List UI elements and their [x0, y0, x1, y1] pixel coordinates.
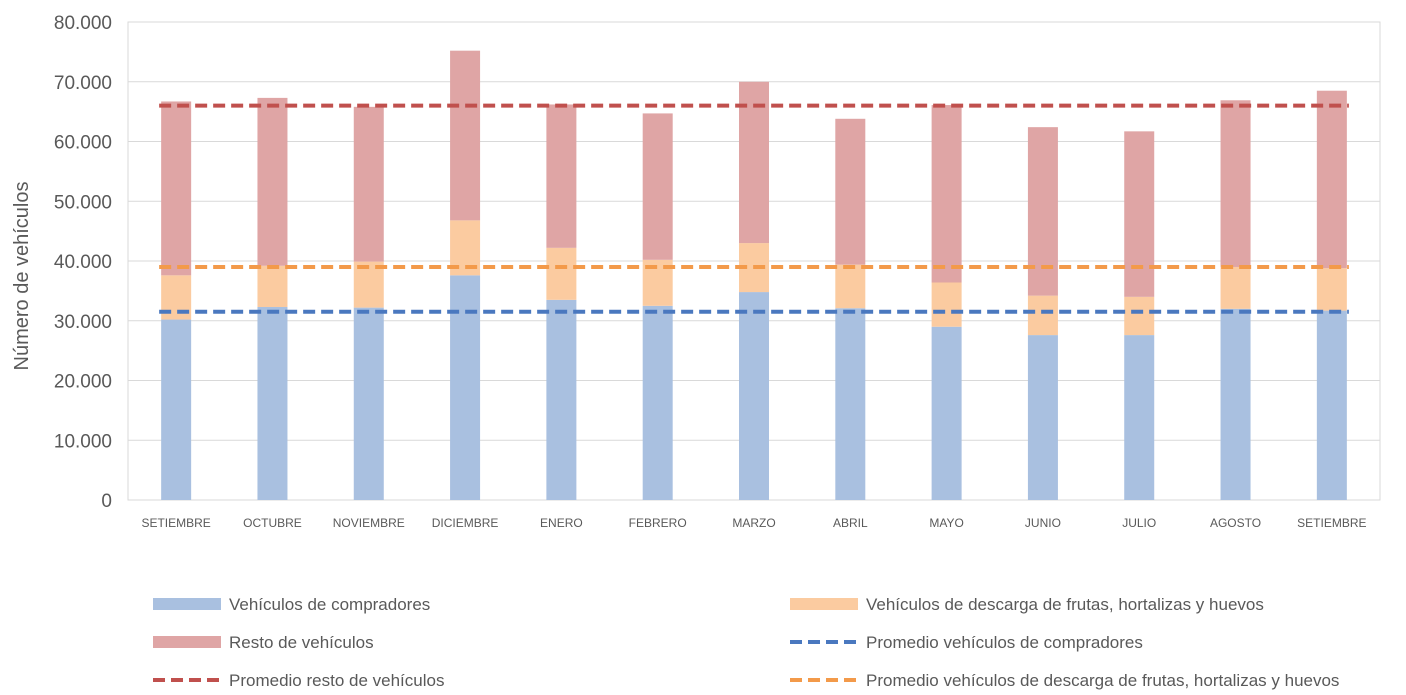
bar-segment-series-3: [546, 104, 577, 248]
x-tick-label: NOVIEMBRE: [333, 516, 405, 530]
y-axis-label: Número de vehículos: [11, 182, 33, 371]
bar-segment-series-1: [353, 307, 384, 500]
x-tick-label: MARZO: [732, 516, 775, 530]
bar-segment-series-2: [1220, 266, 1251, 309]
y-tick-label: 20.000: [54, 372, 112, 393]
bar-segment-series-3: [161, 101, 192, 276]
legend: Vehículos de compradores Vehículos de des…: [153, 595, 1339, 690]
bar-segment-series-1: [257, 307, 288, 500]
y-tick-label: 0: [101, 491, 112, 512]
bar-segment-series-1: [161, 319, 192, 500]
x-axis-ticks: SETIEMBRE OCTUBRE NOVIEMBRE DICIEMBRE ENERO F…: [141, 516, 1366, 530]
bar-segment-series-1: [546, 299, 577, 500]
bar-segment-series-1: [835, 308, 866, 500]
legend-label: Vehículos de descarga de frutas, hortali…: [866, 595, 1264, 614]
x-tick-label: MAYO: [929, 516, 963, 530]
bar-segment-series-2: [546, 247, 577, 300]
bar-segment-series-3: [450, 50, 481, 221]
y-tick-label: 70.000: [54, 73, 112, 94]
bar-segment-series-2: [931, 282, 962, 327]
y-tick-label: 10.000: [54, 431, 112, 452]
legend-label: Vehículos de compradores: [229, 595, 430, 614]
bar-segment-series-2: [353, 261, 384, 308]
bar-segment-series-1: [1124, 335, 1155, 500]
x-tick-label: DICIEMBRE: [432, 516, 499, 530]
y-tick-label: 40.000: [54, 252, 112, 273]
x-tick-label: AGOSTO: [1210, 516, 1261, 530]
bar-segment-series-3: [642, 113, 673, 260]
average-lines: [159, 103, 1349, 314]
bar-segment-series-3: [931, 105, 962, 283]
bar-segment-series-1: [1220, 308, 1251, 500]
bar-segment-series-3: [1316, 90, 1347, 269]
bar-segment-series-2: [1027, 295, 1058, 336]
y-tick-label: 80.000: [54, 13, 112, 34]
bar-segment-series-3: [739, 81, 769, 244]
legend-swatch: [790, 598, 858, 610]
x-tick-label: ENERO: [540, 516, 583, 530]
bar-segment-series-2: [835, 264, 866, 309]
bar-segment-series-3: [1124, 131, 1155, 297]
x-tick-label: FEBRERO: [629, 516, 687, 530]
legend-item: Promedio resto de vehículos: [153, 671, 444, 690]
bar-segment-series-3: [353, 106, 384, 262]
bar-segment-series-1: [931, 326, 962, 500]
x-tick-label: JULIO: [1122, 516, 1156, 530]
x-tick-label: SETIEMBRE: [141, 516, 210, 530]
legend-item: Resto de vehículos: [153, 633, 374, 652]
bar-segment-series-1: [1027, 335, 1058, 500]
y-axis-ticks: 0 10.000 20.000 30.000 40.000 50.000 60.000 70.…: [54, 13, 112, 512]
bar-segment-series-3: [835, 118, 866, 265]
y-tick-label: 30.000: [54, 312, 112, 333]
legend-item: Vehículos de compradores: [153, 595, 430, 614]
bar-segment-series-2: [1124, 296, 1155, 336]
x-tick-label: OCTUBRE: [243, 516, 302, 530]
legend-swatch: [153, 598, 221, 610]
legend-swatch: [153, 636, 221, 648]
x-tick-label: SETIEMBRE: [1297, 516, 1366, 530]
legend-item: Vehículos de descarga de frutas, hortali…: [790, 595, 1264, 614]
bar-segment-series-1: [739, 292, 769, 500]
x-tick-label: JUNIO: [1025, 516, 1061, 530]
legend-label: Resto de vehículos: [229, 633, 374, 652]
legend-item: Promedio vehículos de descarga de frutas…: [790, 671, 1339, 690]
bar-segment-series-3: [1220, 100, 1251, 267]
bar-segment-series-2: [257, 265, 288, 308]
legend-label: Promedio vehículos de compradores: [866, 633, 1143, 652]
bar-segment-series-3: [257, 97, 288, 266]
legend-label: Promedio resto de vehículos: [229, 671, 444, 690]
bar-segment-series-3: [1027, 127, 1058, 296]
x-tick-label: ABRIL: [833, 516, 868, 530]
legend-label: Promedio vehículos de descarga de frutas…: [866, 671, 1339, 690]
bar-segment-series-1: [1316, 310, 1347, 500]
bar-segment-series-1: [450, 275, 481, 500]
bar-segment-series-2: [1316, 268, 1347, 311]
legend-item: Promedio vehículos de compradores: [790, 633, 1143, 652]
y-tick-label: 50.000: [54, 192, 112, 213]
bar-segment-series-1: [642, 305, 673, 500]
y-tick-label: 60.000: [54, 133, 112, 154]
